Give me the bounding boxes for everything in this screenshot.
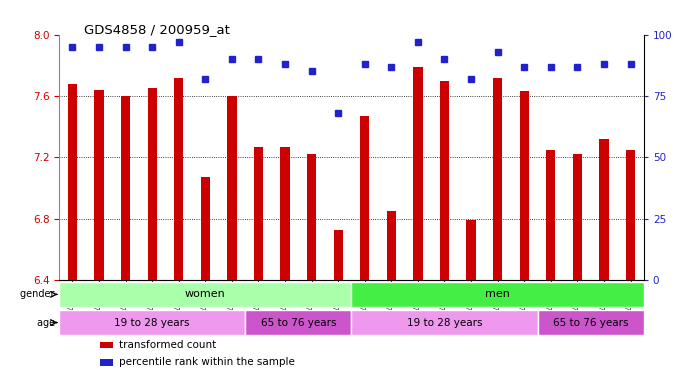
Text: percentile rank within the sample: percentile rank within the sample <box>119 358 294 367</box>
Bar <box>387 211 396 280</box>
Bar <box>546 150 555 280</box>
Text: GDS4858 / 200959_at: GDS4858 / 200959_at <box>84 23 230 36</box>
Bar <box>100 342 113 348</box>
Bar <box>413 67 422 280</box>
Bar <box>351 310 537 335</box>
Bar <box>245 310 351 335</box>
Text: women: women <box>185 290 226 300</box>
Bar <box>100 359 113 366</box>
Bar <box>466 220 476 280</box>
Bar <box>493 78 503 280</box>
Text: 19 to 28 years: 19 to 28 years <box>114 318 190 328</box>
Bar <box>68 84 77 280</box>
Bar <box>307 154 316 280</box>
Text: 19 to 28 years: 19 to 28 years <box>406 318 482 328</box>
Bar <box>626 150 635 280</box>
Bar <box>59 310 245 335</box>
Bar <box>573 154 582 280</box>
Text: gender: gender <box>20 290 58 300</box>
Text: 65 to 76 years: 65 to 76 years <box>260 318 336 328</box>
Bar <box>440 81 449 280</box>
Bar <box>148 88 157 280</box>
Bar <box>227 96 237 280</box>
Bar <box>351 282 644 307</box>
Bar <box>280 147 290 280</box>
Bar <box>333 230 343 280</box>
Bar <box>360 116 370 280</box>
Bar <box>599 139 608 280</box>
Bar <box>121 96 130 280</box>
Bar <box>200 177 210 280</box>
Bar <box>537 310 644 335</box>
Text: transformed count: transformed count <box>119 340 216 350</box>
Bar <box>95 90 104 280</box>
Bar <box>174 78 184 280</box>
Text: age: age <box>37 318 58 328</box>
Bar <box>519 91 529 280</box>
Bar <box>59 282 351 307</box>
Text: 65 to 76 years: 65 to 76 years <box>553 318 628 328</box>
Bar <box>254 147 263 280</box>
Text: men: men <box>485 290 510 300</box>
